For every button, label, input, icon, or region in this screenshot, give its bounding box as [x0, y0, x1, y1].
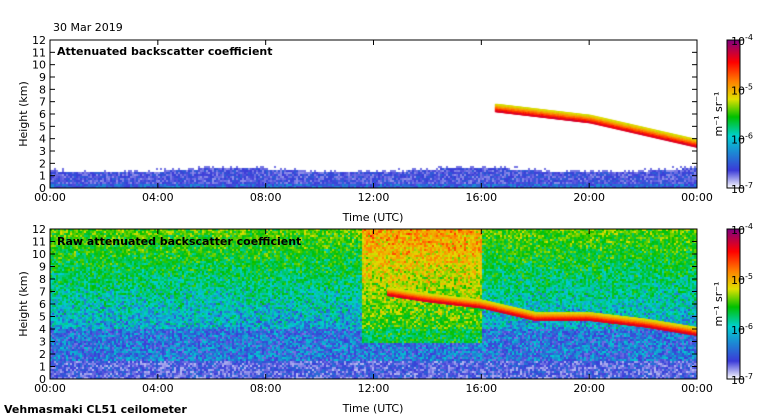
axis-ticks: 00:00 04:00 08:00 12:00 16:00 20:00 00:0001234… — [32, 223, 713, 395]
axis-ticks: 00:00 04:00 08:00 12:00 16:00 20:00 00:0001234… — [32, 34, 713, 204]
y-tick-label: 6 — [39, 298, 46, 311]
y-tick-label: 6 — [39, 108, 46, 121]
y-tick-label: 9 — [39, 261, 46, 274]
x-tick-label: 00:00 — [681, 191, 713, 204]
colorbar-tick-label: 10-6 — [731, 322, 753, 337]
y-tick-label: 9 — [39, 71, 46, 84]
y-axis-label: Height (km) — [17, 271, 30, 337]
y-tick-label: 1 — [39, 361, 46, 374]
colorbar-tick-label: 10-7 — [731, 181, 753, 196]
colorbar-tick-label: 10-6 — [731, 132, 753, 147]
y-tick-label: 4 — [39, 323, 46, 336]
colorbar-ticks: 10-4 10-5 10-6 10-7 — [731, 33, 753, 196]
y-tick-label: 0 — [39, 373, 46, 386]
colorbar-tick-label: 10-4 — [731, 222, 753, 237]
y-tick-label: 11 — [32, 236, 46, 249]
panel-title: Raw attenuated backscatter coefficient — [57, 235, 301, 248]
colorbar-tick-label: 10-4 — [731, 33, 753, 48]
x-tick-label: 12:00 — [358, 191, 390, 204]
colorbar: 10-4 10-5 10-6 10-7 m⁻¹ sr⁻¹ — [712, 222, 753, 387]
y-tick-label: 3 — [39, 145, 46, 158]
x-tick-label: 16:00 — [465, 191, 497, 204]
y-tick-label: 3 — [39, 336, 46, 349]
y-tick-label: 2 — [39, 348, 46, 361]
panel-title: Attenuated backscatter coefficient — [57, 45, 273, 58]
x-axis-label: Time (UTC) — [342, 402, 404, 415]
y-tick-label: 5 — [39, 120, 46, 133]
x-tick-label: 04:00 — [142, 191, 174, 204]
x-tick-label: 08:00 — [250, 382, 282, 395]
y-tick-label: 11 — [32, 46, 46, 59]
y-tick-label: 1 — [39, 170, 46, 183]
x-tick-label: 08:00 — [250, 191, 282, 204]
colorbar-unit-label: m⁻¹ sr⁻¹ — [712, 92, 725, 137]
y-tick-label: 10 — [32, 59, 46, 72]
x-tick-label: 00:00 — [34, 382, 66, 395]
y-axis-label: Height (km) — [17, 81, 30, 147]
heatmap-raster — [50, 40, 697, 188]
instrument-label: Vehmasmaki CL51 ceilometer — [4, 403, 187, 416]
colorbar-gradient — [726, 39, 741, 189]
x-tick-label: 00:00 — [681, 382, 713, 395]
raw-attenuated-backscatter-panel: Raw attenuated backscatter coefficient T… — [17, 222, 753, 415]
colorbar-tick-label: 10-5 — [731, 272, 753, 287]
x-tick-label: 16:00 — [465, 382, 497, 395]
y-tick-label: 5 — [39, 311, 46, 324]
x-tick-label: 20:00 — [573, 382, 605, 395]
x-tick-label: 20:00 — [573, 191, 605, 204]
colorbar-tick-label: 10-7 — [731, 372, 753, 387]
heatmap-raster — [50, 229, 697, 379]
colorbar-unit-label: m⁻¹ sr⁻¹ — [712, 282, 725, 327]
y-tick-label: 8 — [39, 273, 46, 286]
y-tick-label: 2 — [39, 157, 46, 170]
x-axis-label: Time (UTC) — [342, 211, 404, 224]
y-tick-label: 12 — [32, 34, 46, 47]
y-tick-label: 0 — [39, 182, 46, 195]
x-tick-label: 12:00 — [358, 382, 390, 395]
y-tick-label: 12 — [32, 223, 46, 236]
attenuated-backscatter-panel: Attenuated backscatter coefficient Time … — [17, 33, 753, 224]
y-tick-label: 7 — [39, 96, 46, 109]
x-tick-label: 04:00 — [142, 382, 174, 395]
y-tick-label: 8 — [39, 83, 46, 96]
date-label: 30 Mar 2019 — [53, 21, 123, 34]
colorbar-gradient — [726, 228, 741, 380]
heatmap-area — [50, 229, 697, 379]
colorbar-ticks: 10-4 10-5 10-6 10-7 — [731, 222, 753, 387]
y-tick-label: 7 — [39, 286, 46, 299]
y-tick-label: 10 — [32, 248, 46, 261]
heatmap-area — [50, 40, 697, 188]
y-tick-label: 4 — [39, 133, 46, 146]
x-tick-label: 00:00 — [34, 191, 66, 204]
colorbar: 10-4 10-5 10-6 10-7 m⁻¹ sr⁻¹ — [712, 33, 753, 196]
colorbar-tick-label: 10-5 — [731, 82, 753, 97]
